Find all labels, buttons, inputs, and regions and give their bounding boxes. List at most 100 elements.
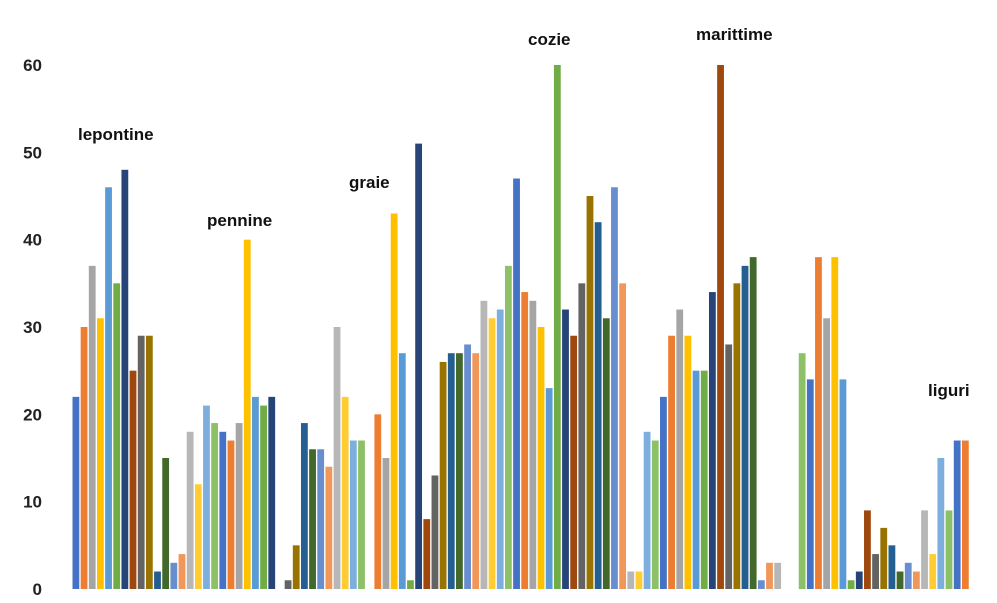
bar	[562, 309, 569, 589]
bar	[733, 283, 741, 589]
annotations: lepontine pennine graie cozie marittime ligur…	[78, 25, 970, 400]
bar	[545, 388, 553, 589]
bar	[284, 580, 292, 589]
bar	[252, 396, 259, 589]
bar	[472, 353, 480, 589]
bar	[651, 440, 659, 589]
bar	[684, 335, 692, 589]
bar	[170, 562, 178, 589]
bar	[235, 423, 243, 589]
bar	[72, 396, 80, 589]
bar	[333, 327, 341, 589]
bar	[415, 143, 423, 589]
bar	[407, 580, 414, 589]
bar	[121, 169, 129, 590]
bar	[186, 431, 194, 589]
bar	[749, 257, 757, 589]
bar	[537, 327, 545, 589]
bar	[105, 187, 112, 589]
bar	[374, 414, 382, 589]
bar	[635, 571, 643, 589]
bar	[896, 571, 904, 589]
bar	[847, 580, 855, 589]
bar	[929, 554, 937, 589]
bar	[864, 510, 871, 589]
bar	[358, 440, 365, 589]
bar	[570, 335, 578, 589]
bar	[798, 353, 806, 589]
bar	[553, 65, 561, 589]
bar	[823, 318, 831, 589]
bar	[961, 440, 969, 589]
annotation-label: liguri	[928, 381, 970, 400]
bar	[757, 580, 765, 589]
bar	[521, 292, 529, 589]
bar	[382, 458, 390, 589]
bar	[243, 239, 251, 590]
bar	[464, 344, 471, 589]
annotation-label: lepontine	[78, 125, 154, 144]
bar	[219, 431, 227, 589]
bar	[504, 265, 512, 589]
bar	[945, 510, 953, 589]
bar	[766, 562, 773, 589]
y-tick-label: 30	[23, 318, 42, 337]
bar	[268, 396, 276, 589]
bar	[692, 370, 700, 589]
bar	[953, 440, 961, 589]
bar	[423, 519, 431, 589]
bar	[80, 327, 88, 589]
bar	[831, 257, 839, 589]
bar	[741, 265, 749, 589]
annotation-label: graie	[349, 173, 390, 192]
bar	[309, 449, 316, 589]
bar	[602, 318, 610, 589]
bar	[349, 440, 357, 589]
bar	[439, 361, 447, 589]
bar	[194, 484, 202, 589]
bar	[178, 554, 186, 589]
bar	[700, 370, 708, 589]
annotation-label: pennine	[207, 211, 272, 230]
bar	[708, 292, 716, 589]
bar	[529, 300, 537, 589]
bar	[341, 396, 349, 589]
bar	[774, 562, 782, 589]
bar	[815, 257, 822, 589]
bar	[668, 335, 675, 589]
bar	[586, 196, 594, 589]
bar	[594, 222, 602, 589]
bar	[855, 571, 863, 589]
bar	[912, 571, 920, 589]
bar	[839, 379, 847, 589]
y-axis: 0 10 20 30 40 50 60	[23, 56, 42, 599]
bar	[880, 527, 888, 589]
bar	[447, 353, 455, 589]
bar	[260, 405, 267, 589]
bar	[717, 65, 724, 589]
bar	[129, 370, 137, 589]
bar	[488, 318, 496, 589]
bar	[137, 335, 145, 589]
bar	[154, 571, 161, 589]
annotation-label: marittime	[696, 25, 773, 44]
bar	[578, 283, 586, 589]
bar	[88, 265, 96, 589]
bar	[627, 571, 635, 589]
bar	[390, 213, 398, 589]
annotation-label: cozie	[528, 30, 571, 49]
y-tick-label: 10	[23, 493, 42, 512]
bars	[72, 65, 969, 590]
bar	[211, 423, 219, 589]
y-tick-label: 60	[23, 56, 42, 75]
bar	[937, 458, 945, 589]
bar	[643, 431, 651, 589]
bar	[456, 353, 463, 589]
bar	[619, 283, 627, 589]
bar	[292, 545, 300, 589]
bar	[145, 335, 153, 589]
y-tick-label: 50	[23, 143, 42, 162]
bar	[113, 283, 121, 589]
bar	[725, 344, 733, 589]
